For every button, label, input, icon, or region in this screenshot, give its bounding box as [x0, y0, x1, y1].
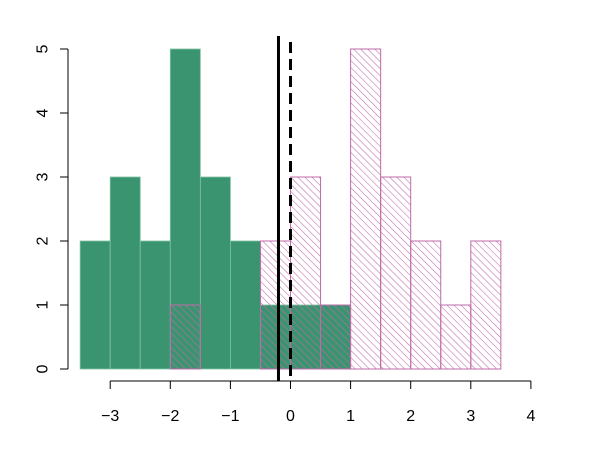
solid-bar-5 — [229, 240, 261, 370]
hatched-bar-3 — [259, 240, 292, 370]
hatched-bar-7 — [380, 176, 412, 370]
x-axis: −3 −2 −1 0 1 2 3 4 — [101, 380, 535, 425]
hatched-bar-6 — [350, 48, 382, 370]
x-tick-label: 3 — [466, 408, 475, 425]
solid-bar-1 — [109, 176, 141, 370]
solid-bar-0 — [79, 240, 111, 370]
y-tick-label: 1 — [35, 300, 52, 309]
hatched-bar-10 — [470, 240, 502, 370]
x-tick-label: −2 — [161, 408, 179, 425]
y-tick-label: 2 — [35, 236, 52, 245]
y-axis: 0 1 2 3 4 5 — [35, 44, 69, 373]
solid-bar-4 — [199, 176, 231, 370]
x-tick-label: −3 — [101, 408, 119, 425]
x-tick-label: 0 — [286, 408, 295, 425]
hatched-bar-5 — [320, 304, 352, 370]
x-tick-label: 2 — [406, 408, 415, 425]
y-tick-label: 0 — [35, 364, 52, 373]
hatched-series — [169, 48, 502, 370]
x-tick-label: 4 — [526, 408, 535, 425]
solid-bar-2 — [139, 240, 171, 370]
y-tick-label: 4 — [35, 108, 52, 117]
y-tick-label: 3 — [35, 172, 52, 181]
reference-lines — [276, 36, 292, 381]
y-tick-label: 5 — [35, 44, 52, 53]
hatched-bar-8 — [410, 240, 442, 370]
x-tick-label: 1 — [346, 408, 355, 425]
hatched-bar-4 — [290, 176, 322, 370]
x-tick-label: −1 — [221, 408, 239, 425]
hatched-bar-0 — [169, 304, 201, 370]
hatched-bar-9 — [440, 304, 472, 370]
